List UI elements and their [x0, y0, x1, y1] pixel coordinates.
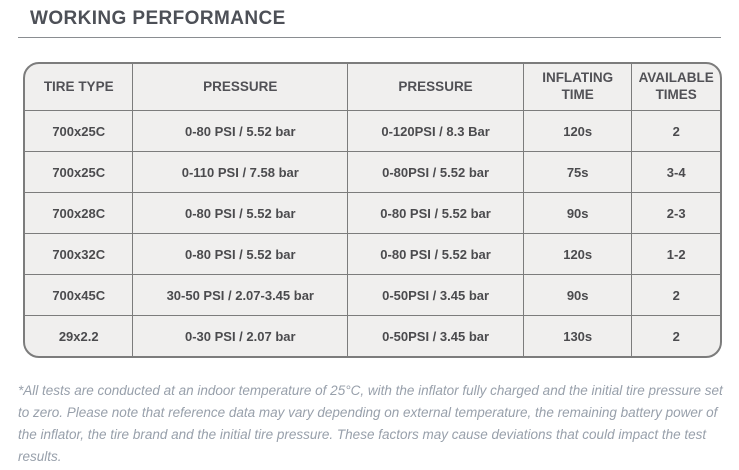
column-header: PRESSURE [133, 64, 349, 111]
table-cell: 0-110 PSI / 7.58 bar [133, 152, 349, 193]
table-cell: 700x45C [25, 275, 134, 316]
table-row: 700x32C 0-80 PSI / 5.52 bar 0-80 PSI / 5.5… [25, 234, 720, 275]
column-header: AVAILABLE TIMES [632, 64, 720, 111]
table-cell: 700x28C [25, 193, 134, 234]
test-conditions-footnote: *All tests are conducted at an indoor te… [18, 383, 723, 464]
page-title: WORKING PERFORMANCE [30, 8, 286, 29]
table-row: 700x25C 0-110 PSI / 7.58 bar 0-80PSI / 5.5… [25, 152, 720, 193]
column-header: PRESSURE [348, 64, 524, 111]
table-body: 700x25C 0-80 PSI / 5.52 bar 0-120PSI / 8.3… [25, 111, 720, 356]
table-cell: 120s [523, 111, 633, 152]
table-cell: 29x2.2 [25, 316, 134, 356]
table-cell: 0-80 PSI / 5.52 bar [348, 193, 524, 234]
header-row: TIRE TYPE PRESSURE PRESSURE INFLATING TIME A… [25, 64, 720, 111]
table-cell: 0-120PSI / 8.3 Bar [348, 111, 524, 152]
table-row: 29x2.2 0-30 PSI / 2.07 bar 0-50PSI / 3.45 … [25, 316, 720, 356]
table-row: 700x45C 30-50 PSI / 2.07-3.45 bar 0-50PSI … [25, 275, 720, 316]
table-cell: 120s [523, 234, 633, 275]
table-cell: 700x25C [25, 111, 134, 152]
table-cell: 0-50PSI / 3.45 bar [348, 316, 524, 356]
table-cell: 700x32C [25, 234, 134, 275]
table-cell: 2-3 [632, 193, 720, 234]
table-cell: 2 [632, 111, 720, 152]
table-cell: 90s [523, 275, 633, 316]
column-header: TIRE TYPE [25, 64, 134, 111]
table-row: 700x25C 0-80 PSI / 5.52 bar 0-120PSI / 8.3… [25, 111, 720, 152]
table-cell: 2 [632, 275, 720, 316]
table-cell: 1-2 [632, 234, 720, 275]
table-cell: 3-4 [632, 152, 720, 193]
table-cell: 0-80 PSI / 5.52 bar [348, 234, 524, 275]
table-cell: 30-50 PSI / 2.07-3.45 bar [133, 275, 349, 316]
table-cell: 0-50PSI / 3.45 bar [348, 275, 524, 316]
title-underline [18, 37, 721, 38]
working-performance-table: TIRE TYPE PRESSURE PRESSURE INFLATING TIME A… [23, 62, 722, 358]
table-cell: 75s [523, 152, 633, 193]
table-cell: 0-80 PSI / 5.52 bar [133, 193, 349, 234]
table-header-row: TIRE TYPE PRESSURE PRESSURE INFLATING TIME A… [25, 64, 720, 111]
table-cell: 90s [523, 193, 633, 234]
table-cell: 0-80PSI / 5.52 bar [348, 152, 524, 193]
column-header: INFLATING TIME [523, 64, 633, 111]
table-cell: 130s [524, 316, 633, 356]
table-cell: 0-80 PSI / 5.52 bar [133, 111, 349, 152]
table-cell: 2 [672, 328, 680, 344]
table-cell: 0-30 PSI / 2.07 bar [133, 316, 349, 356]
table-cell: 0-80 PSI / 5.52 bar [133, 234, 349, 275]
table-row: 700x28C 0-80 PSI / 5.52 bar 0-80 PSI / 5.5… [25, 193, 720, 234]
table-cell: 700x25C [25, 152, 134, 193]
